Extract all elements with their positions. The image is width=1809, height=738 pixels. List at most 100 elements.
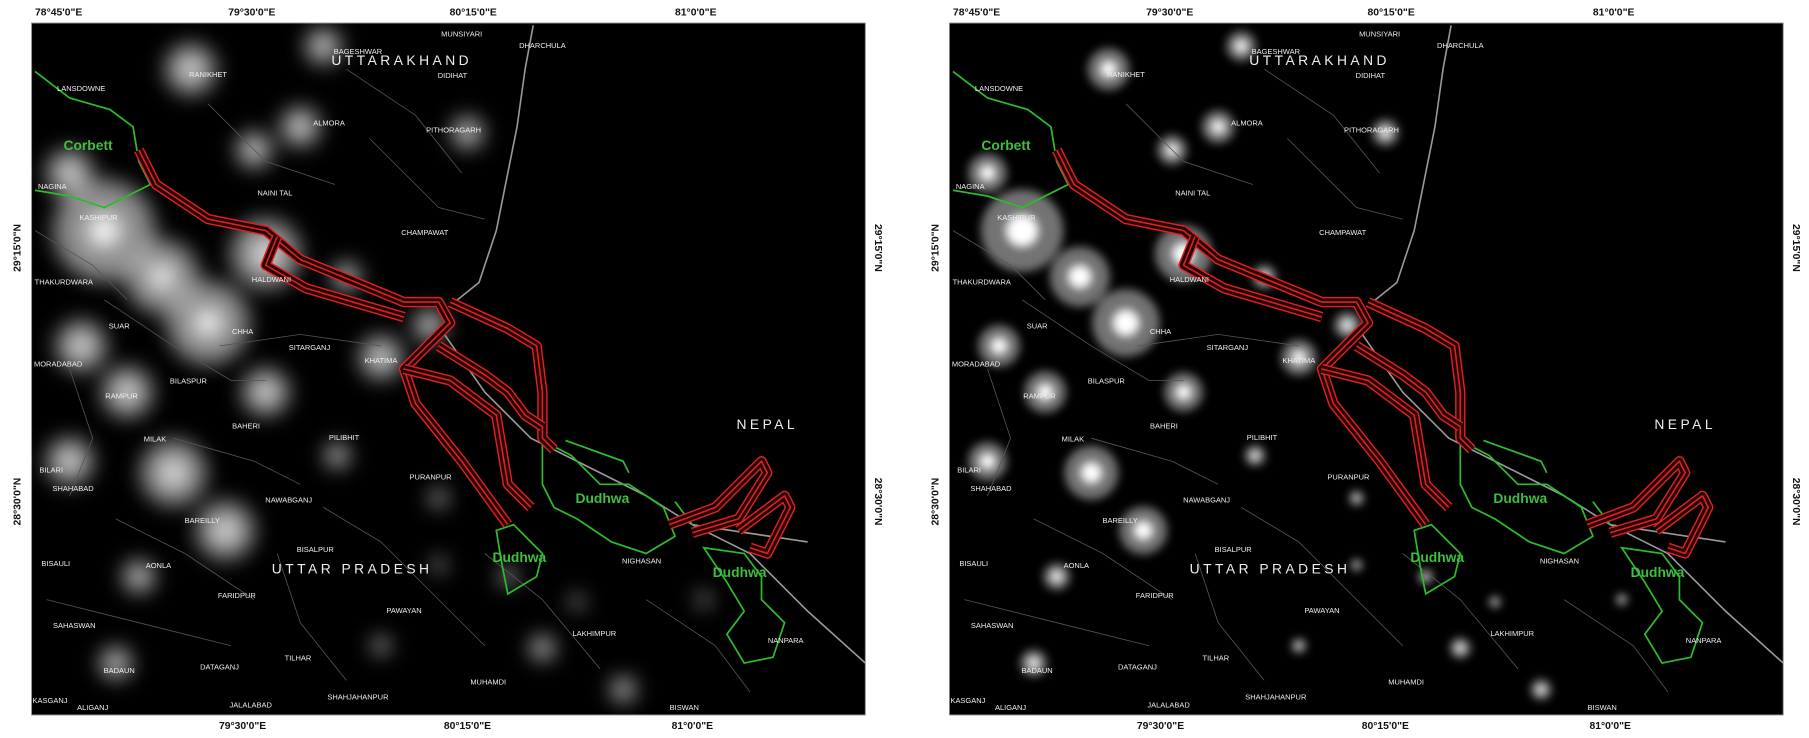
place-label: MUHAMDI <box>1388 678 1424 687</box>
place-label: BAGESHWAR <box>1252 47 1301 56</box>
district-boundary <box>987 368 1012 496</box>
place-label: NANPARA <box>1686 636 1722 645</box>
region-label: UTTARAKHAND <box>1249 52 1390 68</box>
place-label: THAKURDWARA <box>35 278 93 287</box>
district-boundary <box>1287 138 1403 220</box>
light-core <box>1006 214 1038 247</box>
place-label: NAINI TAL <box>1175 189 1210 198</box>
place-label: BISAULI <box>959 559 988 568</box>
region-label: NEPAL <box>736 416 798 432</box>
district-boundary <box>964 599 1150 647</box>
place-label: MILAK <box>1062 434 1084 443</box>
corridor-center <box>1655 495 1710 555</box>
light-core <box>1492 599 1498 605</box>
light-core <box>293 120 307 134</box>
place-label: ALIGANJ <box>995 703 1026 712</box>
place-label: JALALABAD <box>229 701 272 710</box>
corridor-center <box>138 149 509 526</box>
region-label: NEPAL <box>1654 416 1716 432</box>
light-core <box>1235 40 1247 52</box>
place-label: NIGHASAN <box>622 557 661 566</box>
left-coordinate: 28°30'0"N <box>12 478 23 526</box>
reserve-label: Corbett <box>981 137 1031 153</box>
border-line <box>449 25 534 307</box>
place-label: DIDIHAT <box>438 71 468 80</box>
place-label: BILASPUR <box>170 377 208 386</box>
light-core <box>980 453 996 469</box>
light-core <box>195 309 221 336</box>
place-label: RANIKHET <box>189 70 227 79</box>
place-label: SUAR <box>1027 321 1048 330</box>
light-core <box>374 350 388 365</box>
left-coordinate: 29°15'0"N <box>12 224 23 272</box>
place-label: HALDWANI <box>252 275 291 284</box>
light-core <box>119 383 136 401</box>
reserve-label: Dudhwa <box>575 490 629 506</box>
place-label: PITHORAGARH <box>1344 125 1399 134</box>
bottom-coordinate: 79°30'0"E <box>1137 721 1184 732</box>
place-label: PURANPUR <box>1327 472 1370 481</box>
district-boundary <box>1241 507 1403 647</box>
place-label: CHHA <box>1150 327 1171 336</box>
place-label: SAHASWAN <box>53 621 96 630</box>
district-boundary <box>69 368 94 496</box>
place-label: MUNSIYARI <box>441 30 482 39</box>
light-core <box>133 571 145 582</box>
place-label: AONLA <box>146 561 171 570</box>
place-label: BAREILLY <box>1103 516 1138 525</box>
place-label: BILASPUR <box>1088 377 1126 386</box>
place-label: SHAHJAHANPUR <box>1245 693 1307 702</box>
bottom-coordinate: 81°0'0"E <box>1589 721 1631 732</box>
corridor-center <box>1182 236 1323 318</box>
district-boundary <box>1125 103 1253 185</box>
light-core <box>1536 685 1546 694</box>
light-core <box>435 495 442 502</box>
light-core <box>538 644 547 653</box>
light-core <box>150 265 174 289</box>
place-label: MUHAMDI <box>470 678 506 687</box>
place-label: KASGANJ <box>950 696 985 705</box>
place-label: BILARI <box>957 465 981 474</box>
light-core <box>1342 319 1353 331</box>
place-label: AONLA <box>1064 561 1089 570</box>
reserve-boundary <box>702 546 786 665</box>
light-core <box>462 127 473 138</box>
place-label: NAWABGANJ <box>265 495 312 504</box>
place-label: RAMPUR <box>105 392 138 401</box>
light-core <box>62 453 78 469</box>
reserve-label: Dudhwa <box>1410 549 1464 565</box>
light-core <box>1037 383 1054 401</box>
place-label: HALDWANI <box>1170 275 1209 284</box>
place-label: CHAMPAWAT <box>1319 228 1366 237</box>
reserve-boundary <box>1413 523 1462 596</box>
district-boundary <box>46 599 232 647</box>
light-core <box>980 165 996 181</box>
region-label: UTTAR PRADESH <box>272 560 433 576</box>
place-label: NANPARA <box>768 636 804 645</box>
place-label: LAKHIMPUR <box>1490 629 1534 638</box>
reserve-boundary <box>1619 546 1704 665</box>
place-label: BILARI <box>39 465 63 474</box>
place-label: DHARCHULA <box>1437 41 1484 50</box>
light-core <box>1251 451 1260 460</box>
light-core <box>436 562 441 568</box>
reserve-label: Dudhwa <box>713 564 767 580</box>
district-boundary <box>1091 437 1219 485</box>
place-label: BISAULI <box>41 559 70 568</box>
place-label: KHATIMA <box>365 356 398 365</box>
place-label: NAGINA <box>38 182 67 191</box>
region-label: UTTAR PRADESH <box>1190 560 1351 576</box>
light-core <box>424 319 435 331</box>
place-label: NAGINA <box>956 182 985 191</box>
map-content <box>952 25 1784 701</box>
place-label: NIGHASAN <box>1540 557 1579 566</box>
place-label: SITARGANJ <box>1207 343 1249 352</box>
place-label: SHAHJAHANPUR <box>327 693 389 702</box>
place-label: CHAMPAWAT <box>401 228 448 237</box>
place-label: BADAUN <box>1022 666 1053 675</box>
district-boundary <box>34 230 128 301</box>
corridor-center <box>449 301 555 451</box>
light-core <box>574 599 580 605</box>
light-core <box>88 214 121 247</box>
